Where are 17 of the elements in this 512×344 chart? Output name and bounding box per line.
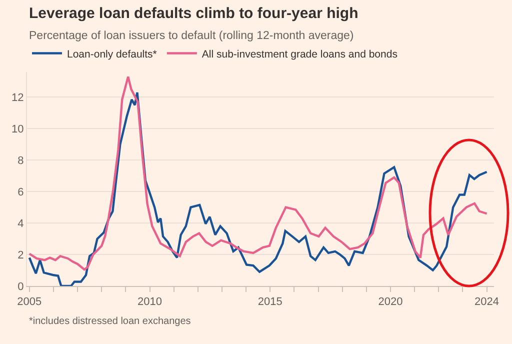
x-tick-label: 2024 [474, 296, 500, 308]
y-tick-label: 8 [18, 154, 24, 167]
legend-label: All sub-investment grade loans and bonds [202, 48, 398, 60]
x-tick-label: 2010 [138, 296, 162, 308]
chart-title: Leverage loan defaults climb to four-year high [29, 5, 358, 22]
y-tick-label: 10 [12, 124, 24, 136]
y-tick-label: 4 [18, 218, 24, 230]
y-tick-label: 2 [18, 249, 24, 262]
y-tick-label: 6 [18, 186, 24, 198]
y-tick-label: 12 [12, 92, 24, 104]
legend-label: Loan-only defaults* [67, 48, 157, 60]
x-tick-label: 2020 [378, 296, 403, 308]
y-tick-label: 0 [18, 280, 24, 293]
x-tick-label: 2015 [258, 296, 282, 308]
chart-subtitle: Percentage of loan issuers to default (rolling 12-month average) [29, 30, 354, 42]
text: *includes distressed loan exchanges [29, 316, 191, 327]
x-tick-label: 2005 [17, 296, 42, 308]
